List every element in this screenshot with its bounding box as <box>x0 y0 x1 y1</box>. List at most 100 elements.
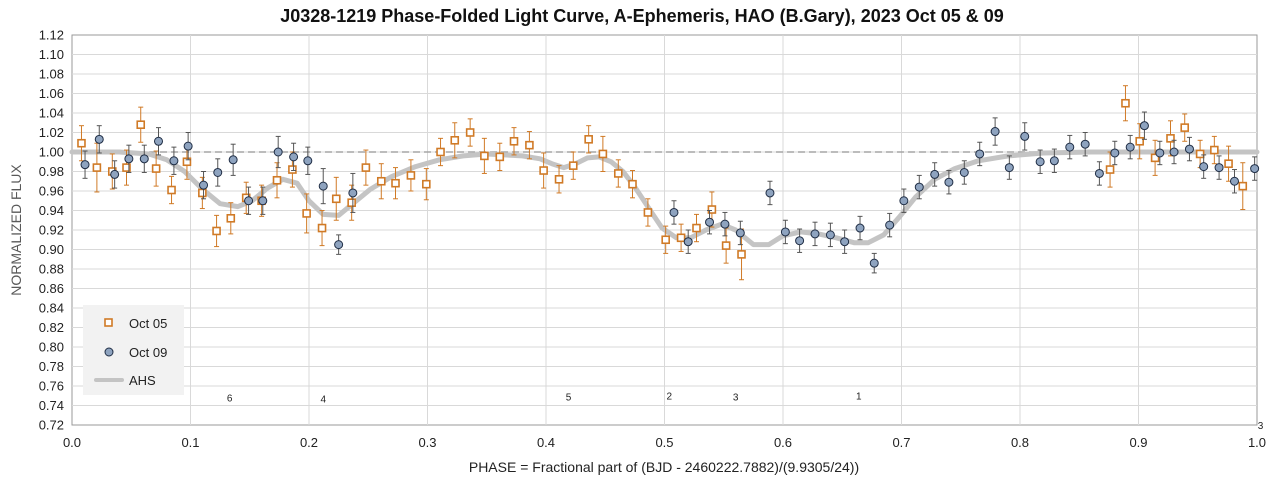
oct09-point <box>975 149 985 159</box>
oct05-point <box>167 185 176 195</box>
oct05-point <box>422 179 431 189</box>
oct05-point <box>347 198 356 207</box>
legend-oct05-marker <box>104 318 113 327</box>
oct09-point <box>705 217 715 227</box>
oct05-point <box>77 138 86 148</box>
oct05-point <box>1195 149 1205 159</box>
oct05-point <box>1121 98 1130 108</box>
y-tick-label: 0.88 <box>39 262 64 277</box>
oct05-point <box>436 147 445 157</box>
oct09-point <box>1125 142 1135 152</box>
oct05-point <box>509 136 519 146</box>
legend-ahs-label: AHS <box>129 373 156 388</box>
oct09-point <box>1049 156 1059 166</box>
oct09-point <box>273 147 283 157</box>
oct09-point <box>348 188 358 198</box>
oct05-point <box>554 175 564 184</box>
oct09-point <box>930 169 940 179</box>
oct09-point <box>720 219 730 229</box>
y-axis-label: NORMALIZED FLUX <box>8 164 24 296</box>
legend-oct09-label: Oct 09 <box>129 345 167 360</box>
oct09-point <box>213 167 223 177</box>
oct09-point <box>244 196 254 206</box>
oct05-point <box>692 223 701 233</box>
oct05-point <box>1180 123 1190 132</box>
oct09-point <box>990 127 1000 137</box>
oct09-point <box>154 136 164 146</box>
y-tick-label: 0.90 <box>39 242 64 257</box>
y-tick-label: 0.76 <box>39 379 64 394</box>
oct09-point <box>780 227 790 237</box>
x-axis-label: PHASE = Fractional part of (BJD - 246022… <box>469 459 859 475</box>
oct05-point <box>676 233 686 243</box>
oct09-point <box>825 230 835 240</box>
oct05-point <box>628 179 637 189</box>
oct05-point <box>539 166 548 175</box>
point-label: 2 <box>666 392 672 403</box>
oct05-point <box>361 163 371 172</box>
oct09-point <box>80 160 90 170</box>
x-tick-label: 0.1 <box>181 435 199 450</box>
oct09-point <box>94 134 104 144</box>
oct05-point <box>480 151 489 161</box>
y-tick-label: 1.02 <box>39 125 64 140</box>
oct05-point <box>1210 145 1219 155</box>
oct09-point <box>318 181 328 191</box>
oct05-point <box>661 235 670 245</box>
x-tick-label: 0.7 <box>892 435 910 450</box>
y-tick-label: 0.86 <box>39 281 64 296</box>
oct05-point <box>1166 134 1175 143</box>
oct09-point <box>869 258 879 268</box>
oct09-point <box>183 141 193 151</box>
x-tick-label: 0.2 <box>300 435 318 450</box>
oct09-point <box>669 207 679 217</box>
y-tick-label: 0.72 <box>39 418 64 433</box>
oct09-point <box>840 237 850 247</box>
x-tick-label: 0.3 <box>418 435 436 450</box>
y-tick-label: 0.84 <box>39 301 64 316</box>
oct05-point <box>317 223 327 233</box>
point-label: 3 <box>733 393 739 404</box>
y-tick-label: 1.10 <box>39 47 64 62</box>
y-tick-label: 0.92 <box>39 223 64 238</box>
oct05-point <box>613 169 623 178</box>
oct05-point <box>151 164 161 173</box>
x-tick-label: 0.6 <box>774 435 792 450</box>
oct05-point <box>525 140 534 150</box>
oct05-point <box>92 163 102 172</box>
oct09-point <box>1004 163 1014 173</box>
oct05-point <box>643 208 653 217</box>
oct09-point <box>1094 168 1104 178</box>
y-tick-label: 1.12 <box>39 28 64 43</box>
oct09-point <box>683 237 693 247</box>
y-tick-label: 1.00 <box>39 145 64 160</box>
oct09-point <box>303 156 313 166</box>
oct05-point <box>226 214 236 223</box>
oct05-point <box>198 188 207 198</box>
legend-oct05-label: Oct 05 <box>129 316 167 331</box>
oct09-point <box>899 196 909 206</box>
oct09-point <box>810 229 820 239</box>
oct09-point <box>1199 162 1209 172</box>
oct05-point <box>122 163 131 172</box>
oct09-point <box>1169 147 1179 157</box>
x-tick-label: 0.4 <box>537 435 555 450</box>
x-tick-label: 0.8 <box>1011 435 1029 450</box>
oct09-point <box>334 240 344 250</box>
x-tick-label: 0.5 <box>655 435 673 450</box>
y-tick-label: 1.06 <box>39 86 64 101</box>
oct05-point <box>182 157 192 167</box>
y-tick-label: 0.78 <box>39 359 64 374</box>
x-tick-label: 0.9 <box>1129 435 1147 450</box>
oct05-point <box>598 149 608 159</box>
oct05-point <box>391 178 400 188</box>
oct09-point <box>139 154 149 164</box>
oct05-point <box>465 128 475 137</box>
y-tick-label: 1.08 <box>39 67 64 82</box>
oct09-point <box>855 223 865 233</box>
oct05-point <box>495 152 505 162</box>
oct09-point <box>228 155 238 165</box>
y-tick-label: 0.80 <box>39 340 64 355</box>
oct05-point <box>376 176 386 186</box>
